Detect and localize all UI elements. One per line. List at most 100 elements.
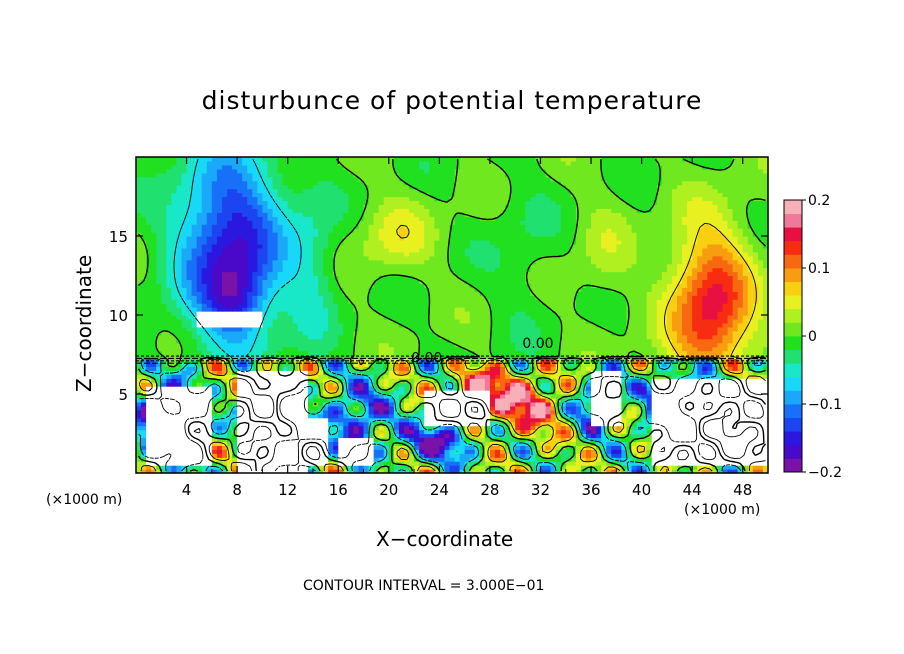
field-cell <box>393 397 400 403</box>
field-cell <box>424 429 430 435</box>
field-cell <box>277 346 284 352</box>
field-cell <box>575 386 582 391</box>
field-cell <box>692 315 698 320</box>
field-cell <box>227 445 233 450</box>
field-cell <box>530 315 537 320</box>
field-cell <box>277 441 284 446</box>
field-cell <box>237 437 243 442</box>
field-cell <box>479 437 486 442</box>
field-cell <box>136 421 142 427</box>
field-cell <box>717 425 724 431</box>
field-cell <box>636 465 643 470</box>
field-cell <box>682 465 688 470</box>
field-cell <box>363 382 370 387</box>
field-cell <box>211 350 218 356</box>
field-cell <box>752 433 759 439</box>
field-cell <box>318 397 324 403</box>
field-cell <box>146 457 152 462</box>
field-cell <box>717 394 724 399</box>
field-cell <box>550 378 557 383</box>
field-cell <box>505 413 511 419</box>
field-cell <box>211 315 218 320</box>
field-cell <box>500 322 506 328</box>
field-cell <box>550 326 557 332</box>
field-cell <box>697 366 703 371</box>
field-cell <box>272 441 279 446</box>
field-cell <box>186 397 193 403</box>
field-cell <box>530 394 537 399</box>
field-cell <box>343 449 349 454</box>
field-cell <box>520 445 526 450</box>
field-cell <box>494 425 501 431</box>
field-cell <box>323 457 329 462</box>
field-cell <box>242 417 248 423</box>
field-cell <box>318 425 324 431</box>
field-cell <box>707 346 713 352</box>
field-cell <box>181 465 188 470</box>
field-cell <box>616 318 622 324</box>
field-cell <box>403 449 410 454</box>
field-cell <box>419 334 425 340</box>
field-cell <box>636 315 643 320</box>
field-cell <box>242 469 248 474</box>
field-cell <box>403 318 410 324</box>
field-cell <box>636 378 643 383</box>
field-cell <box>661 378 668 383</box>
field-cell <box>434 338 440 344</box>
field-cell <box>307 386 314 391</box>
field-cell <box>444 425 451 431</box>
field-cell <box>712 342 719 348</box>
field-cell <box>636 449 643 454</box>
field-cell <box>671 469 678 474</box>
field-cell <box>267 370 274 375</box>
field-cell <box>343 453 349 458</box>
field-cell <box>585 390 592 395</box>
field-cell <box>752 429 759 435</box>
field-cell <box>636 457 643 462</box>
field-cell <box>211 465 218 470</box>
field-cell <box>570 350 577 356</box>
field-cell <box>388 409 395 415</box>
field-cell <box>201 334 208 340</box>
field-cell <box>201 417 208 423</box>
field-cell <box>262 413 269 419</box>
field-cell <box>297 453 304 458</box>
field-cell <box>717 461 724 466</box>
field-cell <box>479 461 486 466</box>
field-cell <box>267 425 274 431</box>
field-cell <box>525 425 531 431</box>
field-cell <box>146 425 152 431</box>
field-cell <box>727 465 734 470</box>
field-cell <box>727 346 734 352</box>
field-cell <box>232 449 238 454</box>
field-cell <box>727 338 734 344</box>
field-cell <box>242 465 248 470</box>
field-cell <box>237 382 243 387</box>
field-cell <box>459 374 466 379</box>
field-cell <box>277 465 284 470</box>
field-cell <box>348 465 355 470</box>
field-cell <box>196 342 203 348</box>
field-cell <box>196 469 203 474</box>
field-cell <box>424 330 430 336</box>
field-cell <box>732 322 739 328</box>
field-cell <box>312 366 319 371</box>
field-cell <box>348 457 355 462</box>
field-cell <box>661 425 668 431</box>
field-cell <box>560 469 567 474</box>
field-cell <box>211 421 218 427</box>
field-cell <box>489 413 496 419</box>
field-cell <box>606 315 612 320</box>
field-cell <box>525 401 531 407</box>
field-cell <box>656 342 663 348</box>
field-cell <box>338 318 344 324</box>
field-cell <box>722 437 729 442</box>
field-cell <box>757 429 764 435</box>
field-cell <box>621 409 628 415</box>
field-cell <box>661 394 668 399</box>
field-cell <box>459 417 466 423</box>
field-cell <box>136 401 142 407</box>
field-cell <box>464 433 471 439</box>
field-cell <box>216 421 223 427</box>
field-cell <box>318 453 324 458</box>
